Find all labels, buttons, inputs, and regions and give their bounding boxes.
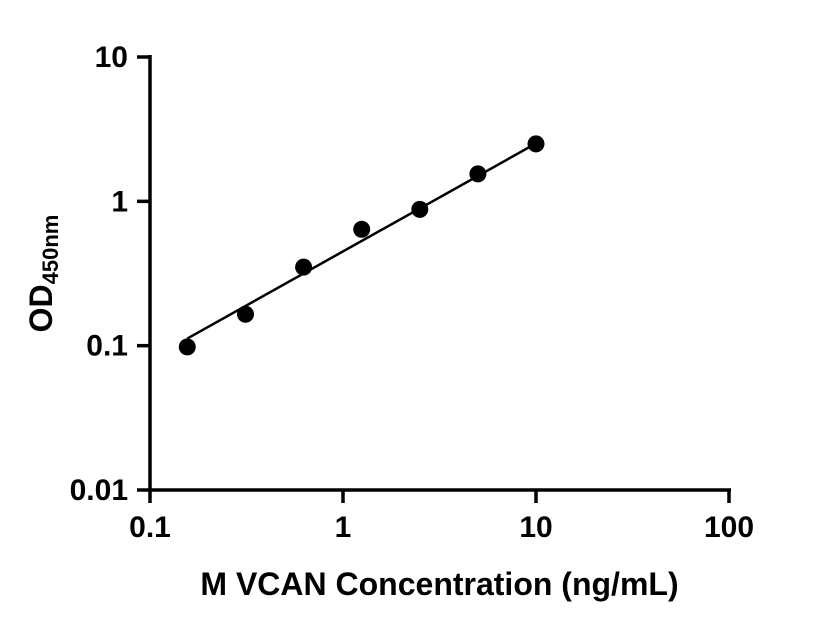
data-point	[353, 220, 371, 238]
x-tick-label: 1	[335, 511, 352, 544]
data-point	[178, 338, 196, 356]
x-tick-label: 0.1	[129, 511, 171, 544]
x-axis-title: M VCAN Concentration (ng/mL)	[200, 566, 678, 602]
data-point	[295, 258, 313, 276]
data-point	[237, 305, 255, 323]
x-tick-label: 10	[519, 511, 552, 544]
y-tick-label: 10	[95, 41, 128, 74]
x-tick-label: 100	[704, 511, 754, 544]
data-point	[469, 165, 487, 183]
data-point	[411, 200, 429, 218]
y-axis-title: OD450nm	[23, 215, 63, 333]
y-tick-label: 0.1	[86, 330, 128, 363]
data-point	[527, 135, 545, 153]
y-tick-label: 0.01	[70, 474, 128, 507]
y-tick-label: 1	[111, 185, 128, 218]
